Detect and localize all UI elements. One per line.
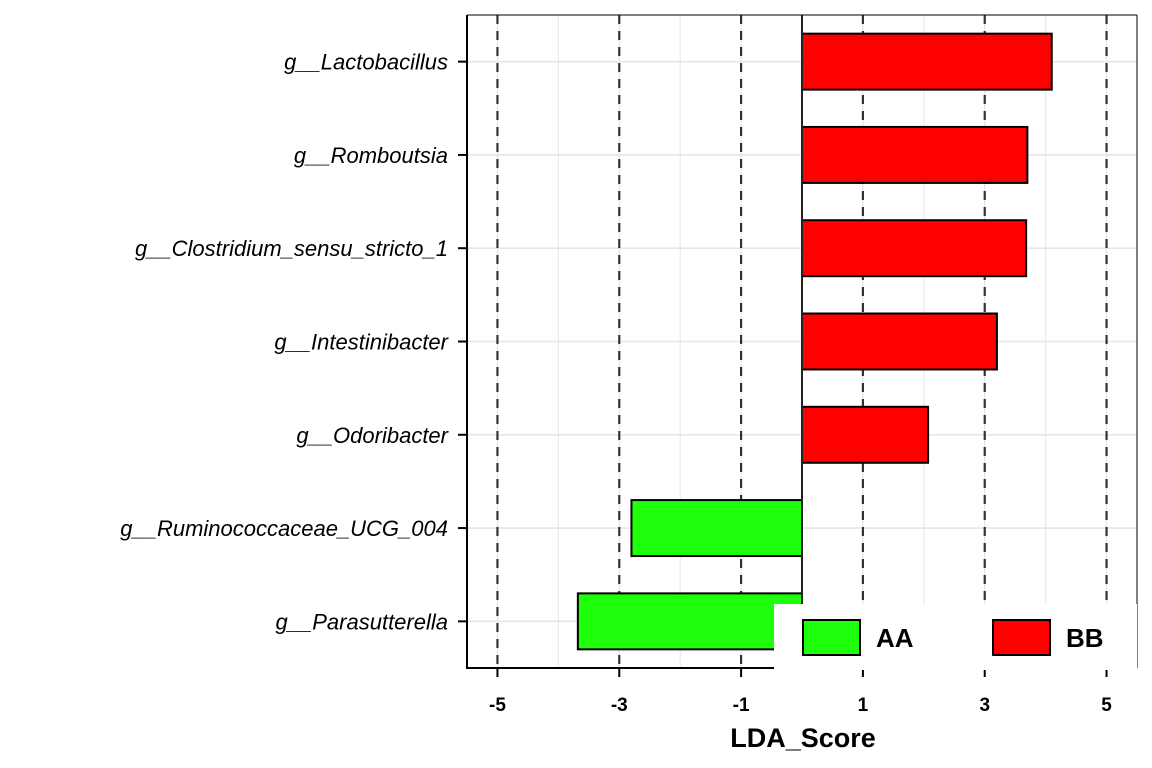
y-tick-label: g__Odoribacter [296, 423, 449, 448]
y-tick-label: g__Lactobacillus [284, 50, 448, 75]
x-tick-label: -5 [489, 695, 506, 716]
x-tick-label: 1 [858, 695, 869, 716]
x-axis-ticks: -5 -3 -1 1 3 5 [489, 668, 1112, 716]
x-tick-label: -1 [733, 695, 750, 716]
y-tick-label: g__Intestinibacter [274, 330, 449, 355]
legend-label: BB [1066, 623, 1104, 653]
legend-key-BB [992, 619, 1051, 656]
legend-label: AA [876, 623, 914, 653]
x-tick-label: -3 [611, 695, 628, 716]
x-axis-title: LDA_Score [730, 723, 876, 753]
y-axis-ticks: g__Lactobacillus g__Romboutsia g__Clostrid… [120, 50, 467, 634]
y-tick-label: g__Ruminococcaceae_UCG_004 [120, 516, 448, 541]
x-tick-label: 3 [979, 695, 990, 716]
bar-g__Ruminococcaceae_UCG_004 [630, 499, 803, 558]
y-tick-label: g__Parasutterella [276, 609, 448, 634]
x-tick-label: 5 [1101, 695, 1112, 716]
legend: AA BB [774, 604, 1137, 670]
bars [576, 32, 1053, 651]
y-tick-label: g__Clostridium_sensu_stricto_1 [135, 236, 448, 261]
bar-g__Clostridium_sensu_stricto_1 [801, 219, 1028, 278]
bar-g__Lactobacillus [801, 32, 1053, 91]
bar-g__Romboutsia [801, 125, 1029, 184]
bar-g__Intestinibacter [801, 312, 998, 371]
legend-key-AA [802, 619, 861, 656]
y-tick-label: g__Romboutsia [294, 143, 448, 168]
bar-g__Odoribacter [801, 405, 930, 464]
bar-g__Parasutterella [576, 592, 804, 651]
